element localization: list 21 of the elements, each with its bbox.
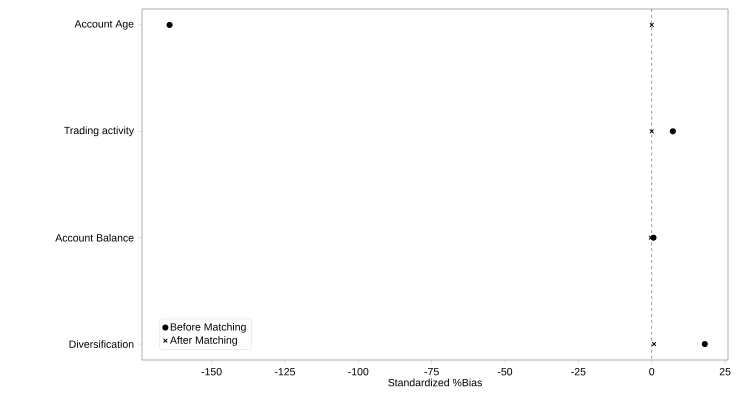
x-tick-label: -25 bbox=[571, 368, 586, 376]
y-tick-label: Trading activity bbox=[64, 126, 134, 136]
x-tick-label: 25 bbox=[720, 368, 730, 376]
x-axis-title: Standardized %Bias bbox=[388, 378, 482, 386]
x-tick-label: -150 bbox=[202, 368, 222, 376]
point bbox=[649, 22, 654, 28]
x-tick-label: -50 bbox=[498, 368, 512, 376]
y-tick-label: Account Balance bbox=[55, 234, 134, 242]
x-tick-label: -125 bbox=[274, 368, 295, 376]
point bbox=[649, 128, 654, 134]
legend-label: After Matching bbox=[170, 336, 237, 346]
x-tick-label: 0 bbox=[649, 368, 654, 376]
y-tick-label: Diversification bbox=[70, 340, 134, 348]
point bbox=[652, 342, 656, 346]
point bbox=[166, 22, 173, 28]
point bbox=[670, 128, 676, 134]
x-tick-label: -100 bbox=[348, 368, 368, 376]
y-tick-label: Account Age bbox=[74, 20, 134, 30]
point bbox=[702, 340, 708, 348]
legend-label: Before Matching bbox=[170, 322, 246, 333]
x-tick-label: -75 bbox=[424, 368, 439, 376]
